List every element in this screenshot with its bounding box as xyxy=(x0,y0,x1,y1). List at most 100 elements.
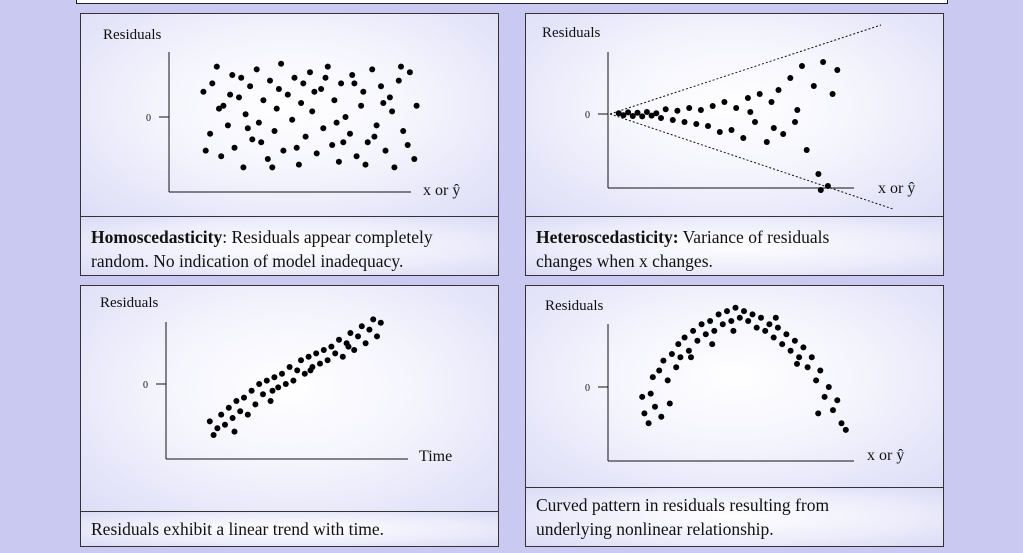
data-point xyxy=(249,136,256,143)
data-point xyxy=(362,161,369,168)
data-point xyxy=(322,74,329,81)
data-point xyxy=(253,66,260,73)
data-point xyxy=(694,337,701,344)
data-point xyxy=(615,110,622,117)
data-point xyxy=(391,164,398,171)
data-point xyxy=(728,127,735,133)
heteroscedasticity-svg: Residuals 0 x or ŷ xyxy=(542,24,915,210)
data-point xyxy=(652,403,658,410)
data-point xyxy=(302,133,309,140)
data-point xyxy=(269,164,276,171)
data-point xyxy=(645,420,652,427)
data-point xyxy=(698,321,705,328)
data-point xyxy=(799,63,805,69)
data-point xyxy=(398,63,404,70)
data-point xyxy=(345,343,352,350)
data-point xyxy=(358,323,365,330)
data-point xyxy=(810,83,817,89)
data-point xyxy=(386,94,393,101)
data-point xyxy=(339,353,346,360)
data-point xyxy=(770,125,777,131)
data-point xyxy=(817,367,824,374)
time-trend-svg: Residuals 0 Time xyxy=(100,295,452,465)
data-point xyxy=(353,153,360,160)
data-point xyxy=(333,119,340,126)
data-point xyxy=(313,150,320,157)
data-point xyxy=(792,119,798,125)
data-point xyxy=(358,102,365,109)
data-point xyxy=(267,77,273,84)
data-point xyxy=(803,147,810,153)
data-point xyxy=(675,341,682,348)
caption-text: Residuals exhibit a linear trend with ti… xyxy=(91,519,385,539)
data-point xyxy=(647,390,654,397)
data-point xyxy=(233,398,240,404)
x-axis-label: x or ŷ xyxy=(867,447,904,464)
homoscedasticity-caption: Homoscedasticity: Residuals appear compl… xyxy=(80,216,499,276)
data-point xyxy=(787,347,794,354)
data-point xyxy=(763,139,770,145)
data-point xyxy=(406,69,413,76)
data-point xyxy=(820,59,827,65)
data-point xyxy=(256,381,263,387)
data-point xyxy=(231,144,238,151)
y-axis-label: Residuals xyxy=(542,25,600,41)
data-point xyxy=(674,107,681,114)
data-point xyxy=(225,404,232,411)
data-point xyxy=(815,410,822,417)
data-point xyxy=(413,102,420,109)
data-point xyxy=(639,393,646,400)
data-point xyxy=(389,108,396,115)
data-point xyxy=(209,80,216,87)
data-point xyxy=(774,324,781,331)
data-point xyxy=(202,147,209,154)
data-point xyxy=(298,357,304,364)
data-point xyxy=(724,308,730,315)
data-point xyxy=(275,384,282,391)
data-point xyxy=(216,105,222,112)
data-point xyxy=(305,353,312,360)
data-point xyxy=(643,109,650,115)
data-point xyxy=(762,327,769,334)
data-point xyxy=(347,130,353,137)
data-point xyxy=(648,112,655,119)
x-axis-label: Time xyxy=(419,448,452,465)
data-point xyxy=(656,367,663,374)
data-point xyxy=(830,407,836,414)
data-point xyxy=(252,401,259,408)
funnel-upper-line xyxy=(609,24,882,115)
data-point xyxy=(293,144,300,151)
data-point xyxy=(662,106,669,113)
data-point xyxy=(373,122,380,129)
data-point xyxy=(758,314,764,321)
data-point xyxy=(214,425,221,432)
data-point xyxy=(842,426,849,433)
data-point xyxy=(229,72,236,78)
heteroscedasticity-caption: Heteroscedasticity: Variance of residual… xyxy=(525,216,944,276)
data-point xyxy=(780,131,787,137)
time-trend-caption: Residuals exhibit a linear trend with ti… xyxy=(80,511,499,547)
data-point xyxy=(324,357,331,364)
data-point xyxy=(271,374,278,381)
data-point xyxy=(218,411,225,418)
data-point xyxy=(796,354,803,361)
data-point xyxy=(677,354,684,361)
curved-pattern-plot: Residuals 0 x or ŷ xyxy=(525,285,944,489)
data-point xyxy=(307,69,313,76)
data-point xyxy=(328,343,335,350)
data-point xyxy=(349,72,356,78)
data-point xyxy=(271,128,278,134)
data-point xyxy=(639,113,646,120)
data-point xyxy=(282,381,289,387)
data-point xyxy=(681,119,688,125)
data-point xyxy=(320,125,327,132)
data-point xyxy=(719,321,726,328)
data-point xyxy=(236,94,242,101)
data-point xyxy=(220,102,227,109)
data-point xyxy=(772,314,779,321)
zero-tick-label: 0 xyxy=(146,113,151,124)
zero-tick-label: 0 xyxy=(585,110,590,121)
data-point xyxy=(770,334,777,341)
data-point xyxy=(347,330,354,336)
data-point xyxy=(752,119,758,125)
